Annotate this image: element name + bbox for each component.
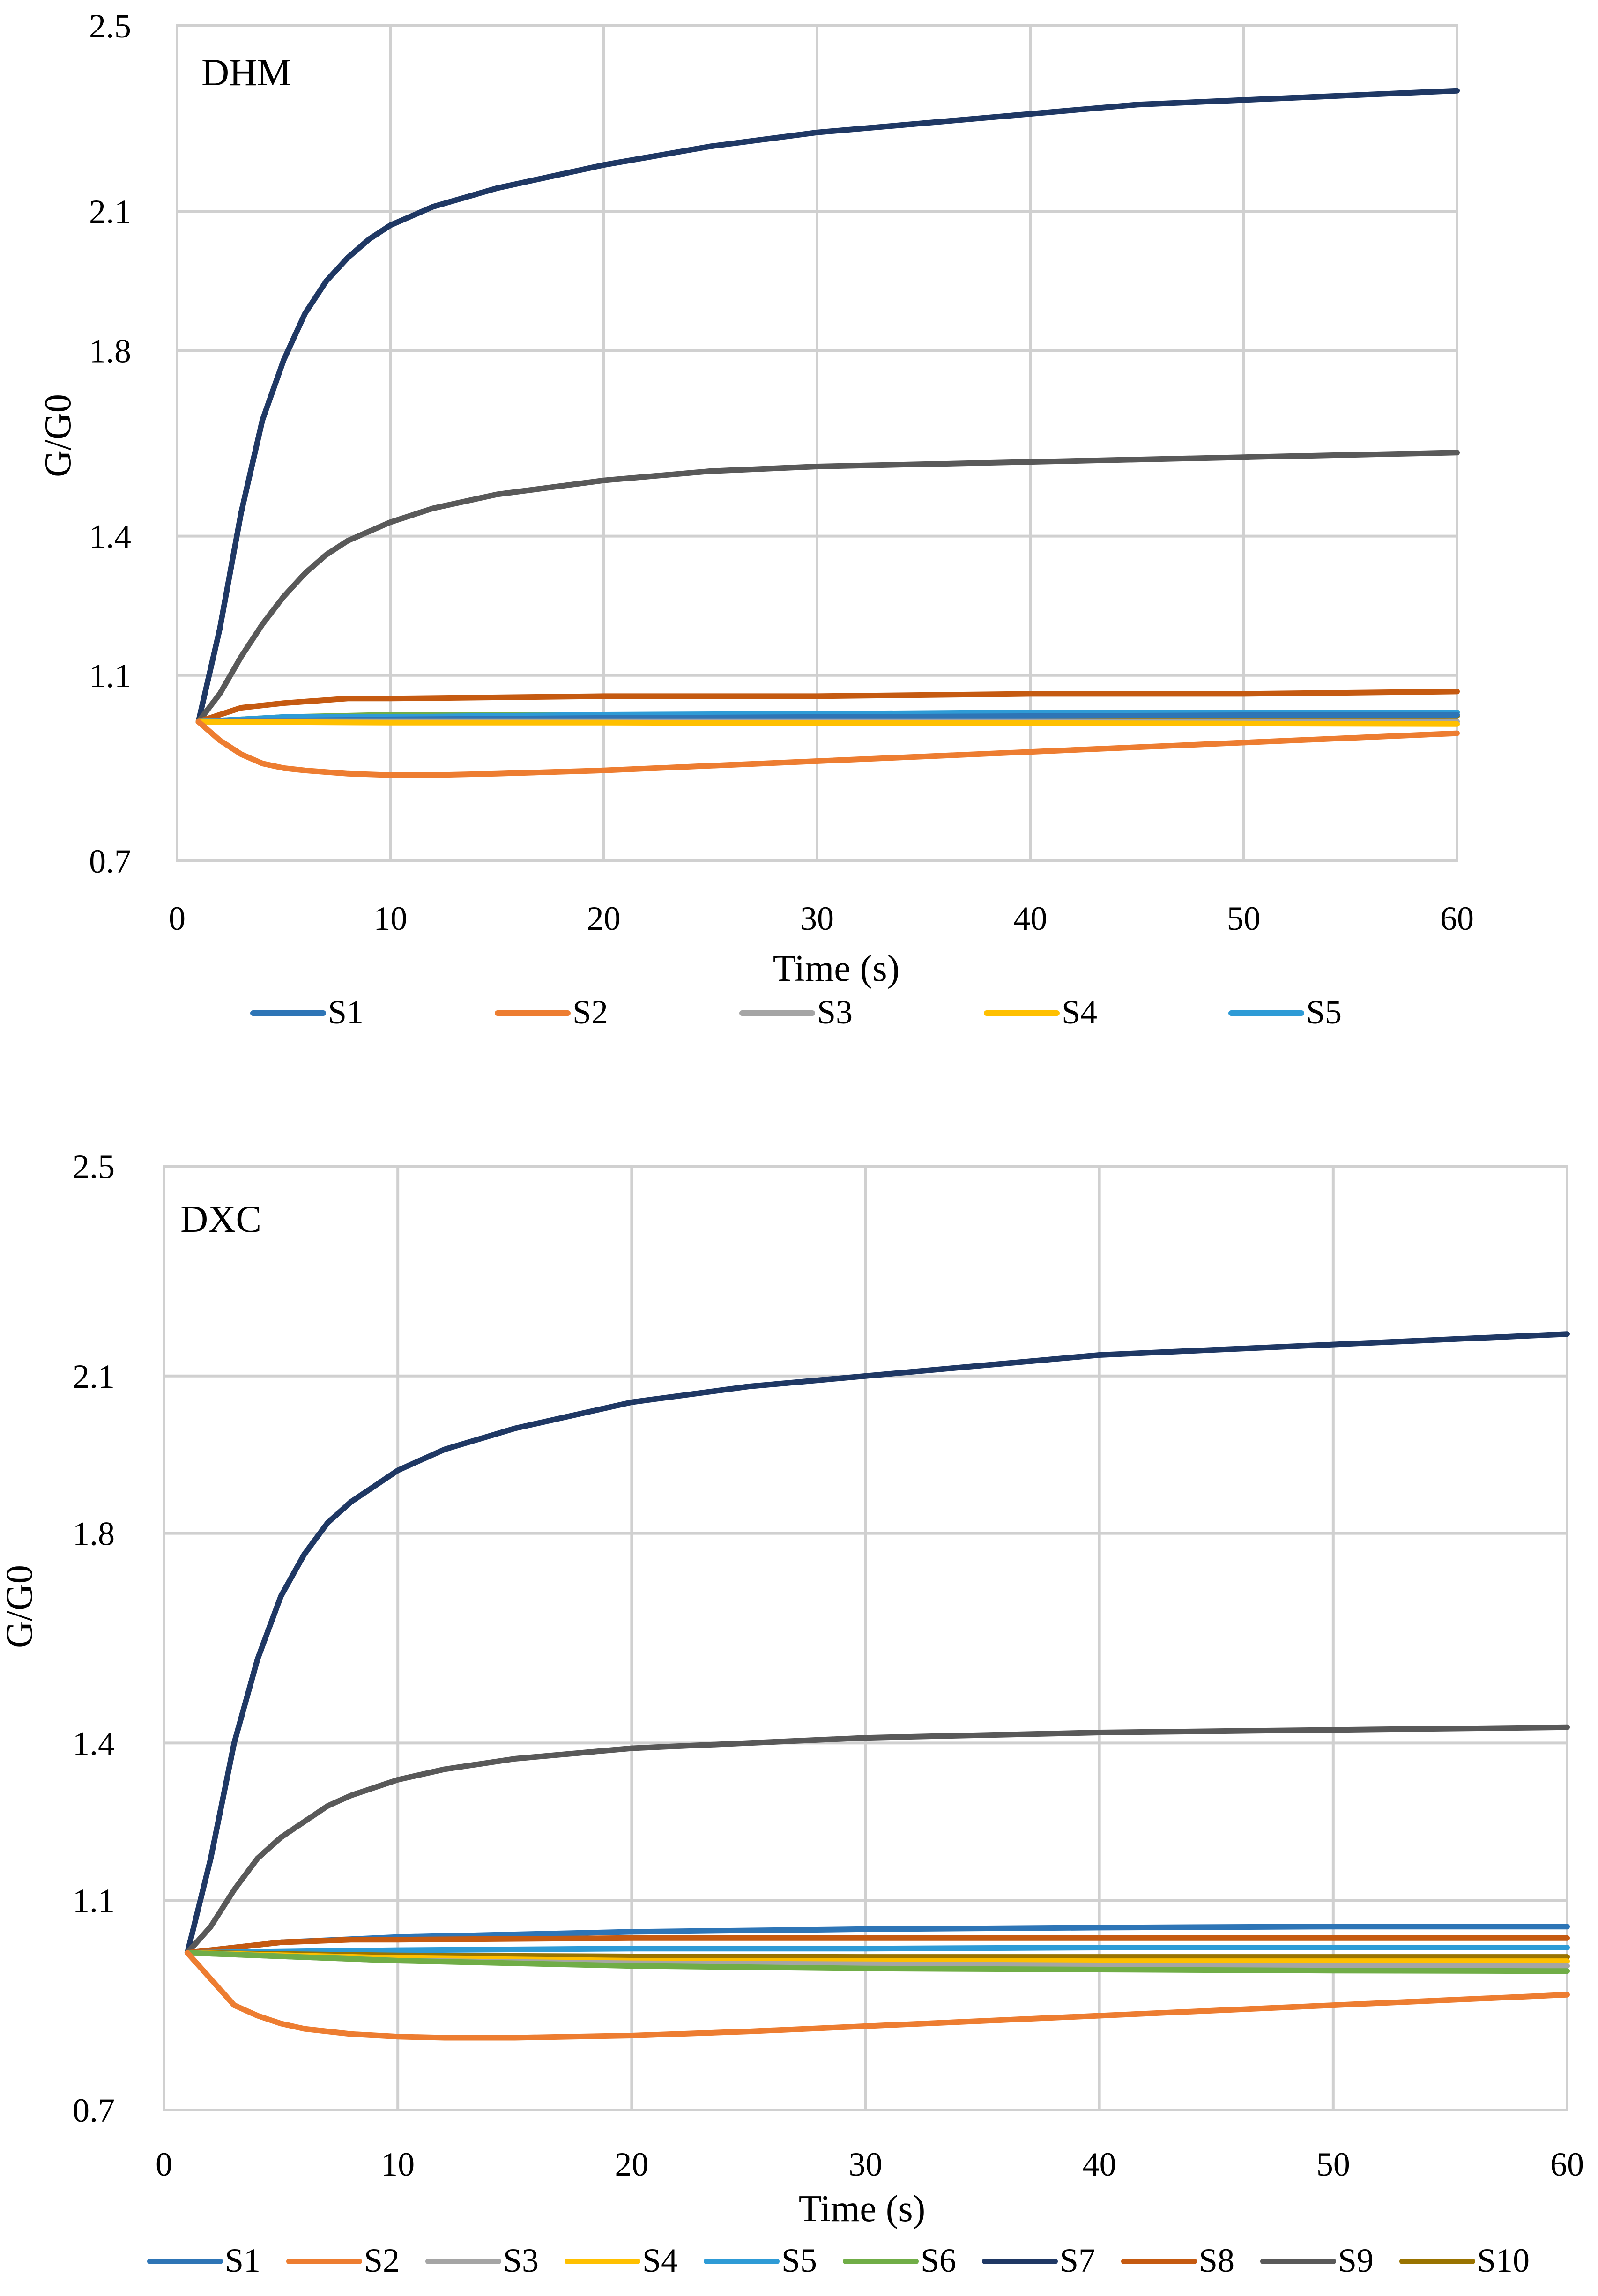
y-tick-label: 1.1 [89, 657, 131, 695]
x-tick-label: 10 [381, 2146, 415, 2183]
y-tick-label: 1.8 [89, 332, 131, 370]
x-tick-label: 0 [156, 2146, 172, 2183]
series-line-s5 [195, 710, 1460, 725]
y-tick-labels: 0.7 1.1 1.4 1.8 2.1 2.5 [89, 7, 131, 880]
legend-label-s4: S4 [1062, 993, 1097, 1031]
x-tick-label: 20 [615, 2146, 648, 2183]
series-line-s7 [195, 88, 1460, 725]
y-tick-label: 1.8 [73, 1515, 115, 1553]
x-tick-label: 30 [800, 900, 834, 937]
chart-title: DHM [201, 51, 291, 94]
y-tick-label: 1.4 [89, 518, 131, 555]
series-line-s9 [184, 1724, 1570, 1956]
y-tick-label: 1.4 [73, 1725, 115, 1762]
x-tick-label: 0 [169, 900, 186, 937]
series-line-s8 [184, 1935, 1570, 1956]
gridlines [176, 24, 1458, 862]
legend-label-s1: S1 [328, 993, 364, 1031]
legend-label-s1: S1 [225, 2242, 260, 2279]
x-axis-title: Time (s) [799, 2188, 925, 2229]
series-lines [184, 1331, 1570, 2041]
x-tick-label: 20 [587, 900, 621, 937]
series-line-s2 [195, 718, 1460, 778]
x-tick-labels: 0 10 20 30 40 50 60 [169, 900, 1474, 937]
x-tick-label: 60 [1440, 900, 1474, 937]
chart-title: DXC [180, 1198, 261, 1240]
legend-label-s2: S2 [572, 993, 608, 1031]
y-tick-label: 2.5 [73, 1148, 115, 1185]
x-tick-labels: 0 10 20 30 40 50 60 [156, 2146, 1584, 2183]
gridlines [163, 1165, 1568, 2111]
x-tick-label: 40 [1083, 2146, 1116, 2183]
legend-label-s5: S5 [781, 2242, 817, 2279]
series-line-s6 [184, 1950, 1570, 1974]
y-tick-labels: 0.7 1.1 1.4 1.8 2.1 2.5 [73, 1148, 115, 2129]
y-tick-label: 0.7 [73, 2092, 115, 2129]
series-line-s7 [184, 1331, 1570, 1956]
plot-frame [176, 24, 1458, 862]
x-tick-label: 30 [849, 2146, 883, 2183]
x-tick-label: 10 [373, 900, 407, 937]
legend-label-s8: S8 [1199, 2242, 1234, 2279]
series-lines [195, 88, 1460, 778]
chart-dxc: 0.7 1.1 1.4 1.8 2.1 2.5 0 10 20 30 40 50 60 DXC Tim… [0, 1148, 1584, 2279]
plot-frame [163, 1165, 1568, 2111]
x-tick-label: 40 [1013, 900, 1047, 937]
legend-label-s3: S3 [817, 993, 853, 1031]
series-line-s5 [184, 1945, 1570, 1956]
legend-label-s7: S7 [1060, 2242, 1095, 2279]
legend-label-s5: S5 [1306, 993, 1342, 1031]
legend: S1 S2 S3 S4 S5 [250, 993, 1342, 1031]
x-tick-label: 50 [1227, 900, 1261, 937]
y-tick-label: 1.1 [73, 1882, 115, 1919]
y-tick-label: 2.1 [73, 1358, 115, 1395]
y-axis-title: G/G0 [0, 1565, 40, 1648]
x-tick-label: 60 [1550, 2146, 1584, 2183]
series-line-s4 [195, 718, 1460, 727]
legend-label-s10: S10 [1477, 2242, 1530, 2279]
series-line-s9 [195, 450, 1460, 725]
x-axis-title: Time (s) [773, 948, 899, 989]
series-line-s8 [195, 689, 1460, 725]
legend-label-s6: S6 [921, 2242, 956, 2279]
y-tick-label: 2.5 [89, 7, 131, 45]
chart-dhm: 0.7 1.1 1.4 1.8 2.1 2.5 0 10 20 30 40 50 60 DHM Tim… [37, 7, 1474, 1031]
legend-label-s3: S3 [503, 2242, 539, 2279]
legend-label-s2: S2 [364, 2242, 400, 2279]
series-line-s2 [184, 1950, 1570, 2041]
legend: S1 S2 S3 S4 S5 S6 S7 S8 S9 S10 [147, 2242, 1530, 2279]
y-tick-label: 2.1 [89, 193, 131, 230]
x-tick-label: 50 [1316, 2146, 1350, 2183]
y-axis-title: G/G0 [37, 394, 79, 477]
legend-label-s9: S9 [1338, 2242, 1374, 2279]
y-tick-label: 0.7 [89, 843, 131, 880]
legend-label-s4: S4 [642, 2242, 678, 2279]
